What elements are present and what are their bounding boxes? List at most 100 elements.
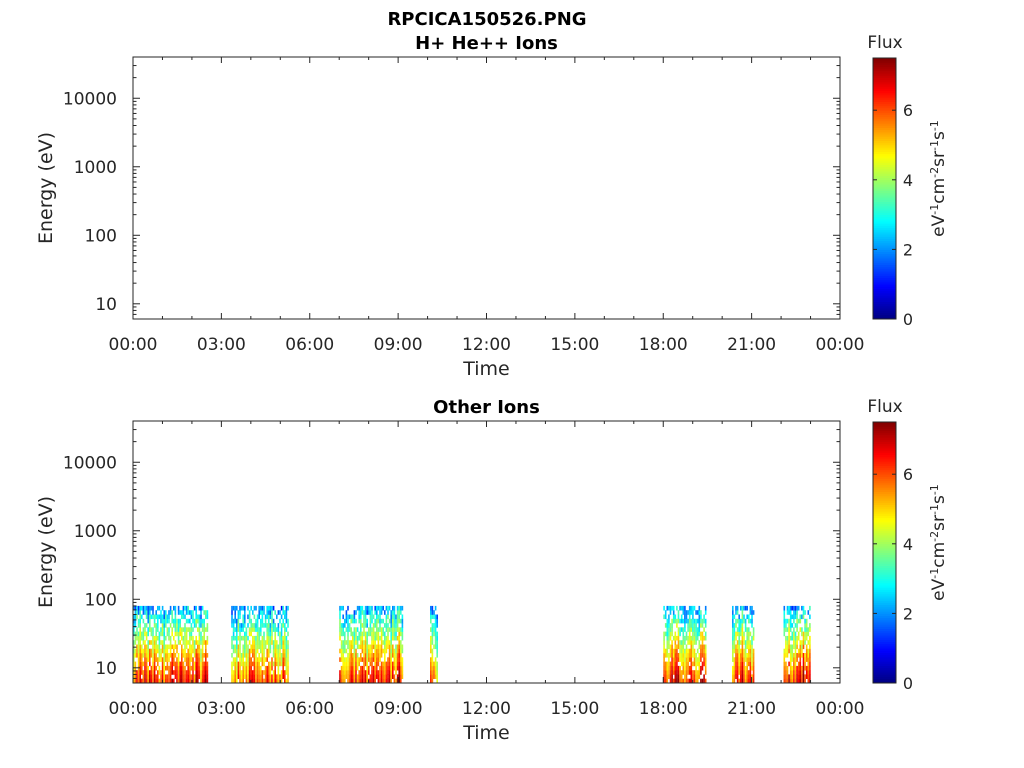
spectrogram-cell xyxy=(139,631,141,637)
spectrogram-cell xyxy=(431,653,434,658)
spectrogram-cell xyxy=(736,648,739,654)
spectrogram-cell xyxy=(256,635,259,641)
spectrogram-cell xyxy=(193,661,196,667)
spectrogram-cell xyxy=(133,618,135,624)
spectrogram-cell xyxy=(741,674,744,679)
spectrogram-cell xyxy=(266,653,268,658)
spectrogram-cell xyxy=(376,665,378,671)
spectrogram-cell xyxy=(201,653,204,658)
spectrogram-cell xyxy=(145,644,148,650)
spectrogram-cell xyxy=(736,657,739,662)
spectrogram-cell xyxy=(668,665,670,671)
spectrogram-cell xyxy=(735,605,737,611)
spectrogram-cell xyxy=(232,635,235,641)
spectrogram-cell xyxy=(749,665,752,671)
spectrogram-cell xyxy=(682,627,685,632)
spectrogram-cell xyxy=(374,644,376,650)
spectrogram-cell xyxy=(153,618,156,624)
spectrogram-cell xyxy=(701,623,704,628)
spectrogram-cell xyxy=(698,618,701,624)
spectrogram-cell xyxy=(268,640,270,645)
spectrogram-cell xyxy=(802,640,805,645)
spectrogram-cell xyxy=(387,623,389,628)
spectrogram-cell xyxy=(133,661,135,667)
spectrogram-cell xyxy=(232,678,235,684)
spectrogram-cell xyxy=(245,670,248,675)
spectrogram-cell xyxy=(153,674,156,679)
spectrogram-cell xyxy=(152,653,154,658)
colorbar-cell xyxy=(873,554,896,558)
spectrogram-cell xyxy=(804,610,806,615)
spectrogram-cell xyxy=(802,657,805,662)
spectrogram-cell xyxy=(345,627,348,632)
spectrogram-cell xyxy=(684,657,686,662)
colorbar-cell xyxy=(873,519,896,523)
spectrogram-cell xyxy=(276,644,278,650)
spectrogram-cell xyxy=(431,674,434,679)
spectrogram-cell xyxy=(379,678,381,684)
spectrogram-cell xyxy=(255,644,257,650)
colorbar-cell xyxy=(873,199,896,202)
spectrogram-cell xyxy=(171,661,173,667)
spectrogram-cell xyxy=(360,618,362,624)
spectrogram-cell xyxy=(751,661,753,667)
spectrogram-cell xyxy=(264,670,267,675)
spectrogram-cell xyxy=(733,657,736,662)
spectrogram-cell xyxy=(193,665,196,671)
spectrogram-cell xyxy=(284,623,286,628)
spectrogram-cell xyxy=(193,644,196,650)
spectrogram-cell xyxy=(256,674,259,679)
spectrogram-cell xyxy=(355,635,357,641)
spectrogram-cell xyxy=(677,614,680,620)
spectrogram-cell xyxy=(376,627,378,632)
spectrogram-cell xyxy=(741,623,744,628)
colorbar-cell xyxy=(873,495,896,499)
spectrogram-cell xyxy=(361,623,364,628)
spectrogram-cell xyxy=(344,635,346,641)
colorbar-cell xyxy=(873,223,896,226)
spectrogram-cell xyxy=(181,665,183,671)
spectrogram-cell xyxy=(240,661,243,667)
spectrogram-cell xyxy=(387,661,389,667)
spectrogram-cell xyxy=(145,631,148,637)
spectrogram-cell xyxy=(253,635,256,641)
spectrogram-cell xyxy=(173,623,175,628)
spectrogram-cell xyxy=(197,644,199,650)
spectrogram-cell xyxy=(350,657,352,662)
spectrogram-cell xyxy=(791,674,794,679)
spectrogram-cell xyxy=(743,648,745,654)
spectrogram-cell xyxy=(339,623,341,628)
spectrogram-cell xyxy=(748,635,750,641)
spectrogram-cell xyxy=(174,644,177,650)
spectrogram-cell xyxy=(363,644,365,650)
spectrogram-cell xyxy=(232,605,235,611)
spectrogram-cell xyxy=(366,631,368,637)
spectrogram-cell xyxy=(252,661,254,667)
spectrogram-cell xyxy=(390,657,392,662)
spectrogram-cell xyxy=(231,653,233,658)
spectrogram-cell xyxy=(692,648,694,654)
spectrogram-cell xyxy=(749,678,752,684)
spectrogram-cell xyxy=(732,648,734,654)
spectrogram-cell xyxy=(387,657,389,662)
spectrogram-cell xyxy=(277,644,280,650)
spectrogram-cell xyxy=(735,665,737,671)
colorbar-cell xyxy=(873,160,896,163)
spectrogram-cell xyxy=(347,627,349,632)
spectrogram-cell xyxy=(168,627,170,632)
spectrogram-cell xyxy=(796,640,798,645)
spectrogram-cell xyxy=(396,665,399,671)
spectrogram-cell xyxy=(433,674,435,679)
spectrogram-cell xyxy=(735,653,737,658)
spectrogram-cell xyxy=(696,618,699,624)
spectrogram-cell xyxy=(740,665,742,671)
spectrogram-cell xyxy=(674,665,677,671)
spectrogram-cell xyxy=(169,678,172,684)
spectrogram-cell xyxy=(189,670,191,675)
spectrogram-cell xyxy=(347,644,349,650)
spectrogram-cell xyxy=(788,605,790,611)
colorbar-cell xyxy=(873,238,896,242)
spectrogram-cell xyxy=(274,657,276,662)
spectrogram-cell xyxy=(740,640,742,645)
